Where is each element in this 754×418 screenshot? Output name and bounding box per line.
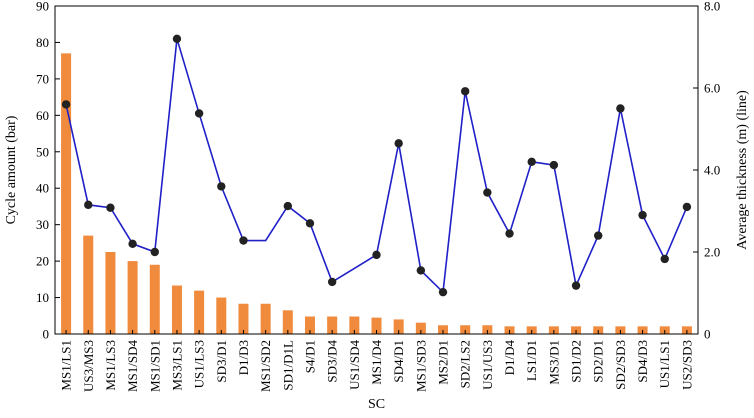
- x-tick-label: MS1/SD3: [413, 340, 428, 392]
- y-tick-label: 50: [36, 144, 49, 159]
- y-tick-label: 20: [36, 254, 49, 269]
- bar-series: [61, 53, 692, 334]
- line-point: [638, 210, 647, 220]
- x-tick-label: S4/D1: [302, 340, 317, 373]
- x-tick-label: US1/LS3: [192, 340, 207, 388]
- bar: [194, 290, 205, 334]
- bar: [238, 303, 249, 334]
- line-point: [84, 200, 93, 210]
- line-point: [327, 277, 337, 287]
- bar: [83, 235, 94, 334]
- y-tick-label: 70: [36, 71, 49, 86]
- y-tick-label: 10: [36, 290, 49, 305]
- y2-tick-label: 4.0: [704, 163, 720, 178]
- y-axis-title: Cycle amount (bar): [4, 115, 19, 224]
- y2-tick-label: 8.0: [704, 0, 720, 14]
- x-tick-label: SD2/LS2: [458, 340, 473, 388]
- y2-tick-label: 0: [704, 327, 711, 342]
- x-tick-label: MS1/SD2: [258, 340, 273, 392]
- bar: [482, 325, 493, 334]
- line-point: [571, 281, 581, 290]
- bar: [127, 261, 138, 334]
- bar: [460, 325, 471, 334]
- line-point: [394, 139, 403, 148]
- y-tick-label: 80: [36, 35, 49, 50]
- line-point: [217, 182, 226, 191]
- bar: [415, 322, 426, 334]
- x-tick-label: US1/LS1: [657, 340, 672, 388]
- bar: [393, 319, 404, 334]
- x-tick-label: MS3/LS1: [169, 340, 184, 391]
- x-tick-label: MS1/SD1: [147, 340, 162, 392]
- x-tick-label: SD3/D4: [325, 340, 340, 383]
- line-point: [438, 287, 448, 297]
- axes: 0 10 20 30 40 50 60 70 80 90 0 2.0 4.0 6.0 8.0 MS1/LS1 U…: [36, 0, 720, 392]
- line-point: [416, 266, 426, 275]
- x-tick-label: MS1/SD4: [125, 340, 140, 393]
- x-tick-label: SD4/D1: [391, 340, 406, 383]
- x-tick-label: SD3/D1: [214, 340, 229, 383]
- bar: [438, 325, 449, 334]
- x-axis-title: SC: [368, 397, 385, 412]
- x-tick-label: US1/SD4: [347, 340, 362, 390]
- bar: [327, 316, 338, 334]
- line-point: [483, 188, 492, 197]
- x-tick-label: US3/MS3: [81, 340, 96, 392]
- y-tick-label: 40: [36, 181, 49, 196]
- bar: [105, 252, 116, 334]
- bar: [260, 303, 271, 334]
- x-tick-label: US1/US3: [480, 340, 495, 390]
- line-point: [194, 109, 204, 118]
- bar: [149, 264, 160, 334]
- line-point: [172, 34, 182, 43]
- bar: [371, 317, 382, 334]
- y-tick-label: 90: [36, 0, 49, 14]
- line-point: [283, 201, 293, 211]
- line-point: [594, 231, 603, 240]
- x-tick-label: SD4/D3: [635, 340, 650, 383]
- y2-tick-label: 6.0: [704, 81, 720, 96]
- line-point: [128, 239, 137, 248]
- bar: [349, 316, 360, 334]
- line-point: [305, 219, 315, 228]
- x-tick-label: MS2/D1: [436, 340, 451, 385]
- x-tick-label: MS1/LS1: [59, 340, 74, 391]
- line-point: [460, 87, 470, 96]
- x-tick-label: D1/D4: [502, 340, 517, 376]
- x-tick-label: LS1/D1: [524, 340, 539, 381]
- x-tick-label: US2/SD3: [679, 340, 694, 390]
- x-tick-label: SD1/D1L: [280, 340, 295, 391]
- line-point: [549, 160, 559, 170]
- line-point: [239, 236, 248, 245]
- x-tick-label: MS1/LS3: [103, 340, 118, 391]
- y-tick-label: 30: [36, 217, 49, 232]
- y2-axis-title: Average thickness (m) (line): [735, 90, 750, 250]
- bar: [282, 310, 293, 334]
- line-point: [106, 203, 115, 212]
- line-point: [527, 157, 536, 166]
- line-point: [150, 247, 159, 257]
- x-tick-label: MS3/D1: [546, 340, 561, 385]
- line-point: [372, 250, 381, 260]
- line-point: [61, 100, 71, 109]
- bar: [216, 297, 227, 334]
- line-series: [61, 34, 692, 297]
- line-point: [660, 254, 669, 264]
- bar: [304, 316, 315, 334]
- bar: [61, 53, 72, 334]
- bar: [171, 285, 182, 334]
- y-tick-label: 0: [43, 327, 50, 342]
- x-tick-label: SD2/D1: [591, 340, 606, 383]
- x-tick-label: MS1/D4: [369, 340, 384, 385]
- x-tick-label: D1/D3: [236, 340, 251, 375]
- line-point: [682, 202, 692, 212]
- y2-tick-label: 2.0: [704, 245, 720, 260]
- line-point: [616, 104, 625, 113]
- x-tick-label: SD2/SD3: [613, 340, 628, 390]
- line-point: [505, 229, 514, 238]
- y-tick-label: 60: [36, 108, 49, 123]
- x-tick-label: SD1/D2: [569, 340, 584, 383]
